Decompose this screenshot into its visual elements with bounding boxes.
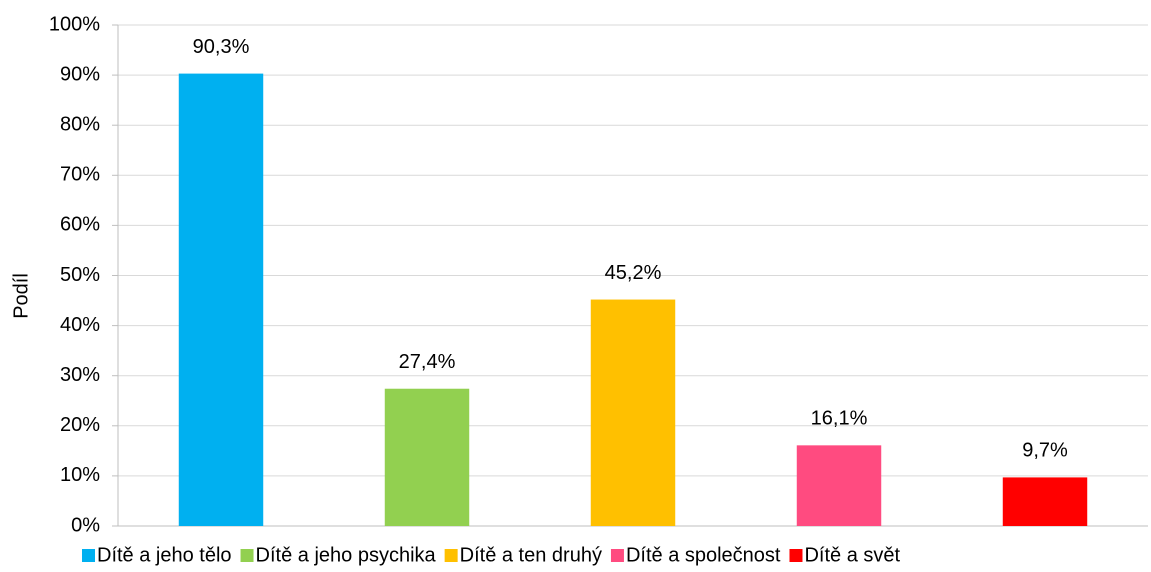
y-tick-label: 50% <box>60 264 100 286</box>
y-tick-label: 80% <box>60 113 100 135</box>
bar <box>1002 477 1088 526</box>
legend-swatch <box>82 549 95 562</box>
y-tick-label: 30% <box>60 364 100 386</box>
data-label: 27,4% <box>399 351 456 373</box>
legend-label: Dítě a svět <box>804 544 900 566</box>
y-tick-label: 0% <box>71 514 100 536</box>
legend-swatch <box>789 549 803 562</box>
y-tick-label: 60% <box>60 214 100 236</box>
bar <box>590 299 676 526</box>
legend-swatch <box>240 549 254 562</box>
y-axis-label: Podíl <box>10 273 32 319</box>
y-tick-label: 40% <box>60 314 100 336</box>
legend-swatch <box>610 549 624 562</box>
y-tick-label: 10% <box>60 464 100 486</box>
y-tick-label: 20% <box>60 414 100 436</box>
data-label: 16,1% <box>811 408 868 430</box>
data-label: 9,7% <box>1022 440 1068 462</box>
legend-swatch <box>444 549 458 562</box>
bar <box>384 388 470 526</box>
legend-label: Dítě a jeho psychika <box>256 544 437 566</box>
data-label: 45,2% <box>605 262 662 284</box>
y-tick-label: 100% <box>49 13 100 35</box>
data-label: 90,3% <box>193 36 250 58</box>
legend-label: Dítě a společnost <box>626 544 781 566</box>
bar <box>796 445 882 526</box>
legend-label: Dítě a jeho tělo <box>97 544 232 566</box>
bar <box>178 73 264 527</box>
legend-label: Dítě a ten druhý <box>460 544 602 566</box>
y-tick-label: 90% <box>60 63 100 85</box>
y-tick-label: 70% <box>60 164 100 186</box>
